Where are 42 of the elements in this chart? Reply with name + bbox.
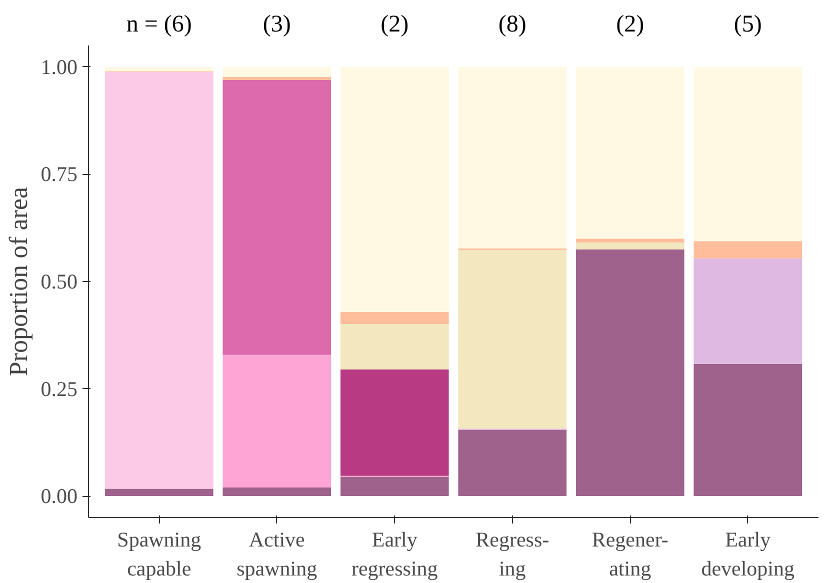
bar (340, 324, 449, 370)
bar (222, 80, 332, 355)
bar (694, 66, 802, 242)
y-tick-label: 1.00 (40, 54, 78, 79)
bar (458, 66, 567, 248)
x-tick-label: Regener- ating (592, 528, 668, 580)
bar (694, 241, 802, 258)
bar (222, 66, 332, 77)
bar (104, 66, 214, 72)
bar (576, 242, 684, 250)
bar (340, 476, 449, 496)
bar (222, 76, 332, 80)
x-tick-label: Spawning capable (117, 528, 202, 580)
bar (458, 430, 567, 496)
bar (576, 249, 684, 496)
x-tick-label: Regress- ing (476, 528, 550, 580)
y-tick-label: 0.00 (40, 484, 78, 508)
text: (8) (498, 12, 526, 38)
bar (104, 72, 214, 489)
text: n = (6) (126, 12, 192, 38)
bar (340, 312, 449, 324)
y-tick-label: 0.75 (40, 162, 78, 186)
bar (458, 250, 567, 429)
bar (576, 66, 684, 239)
bar (694, 258, 802, 364)
bar (576, 238, 684, 242)
text: (2) (380, 12, 409, 38)
bar (340, 369, 449, 476)
y-tick-label: 0.25 (40, 376, 78, 401)
bar (340, 66, 449, 312)
x-tick-label: Early developing (701, 528, 796, 580)
text: (5) (734, 12, 762, 38)
text: (2) (616, 12, 644, 38)
y-tick-label: 0.50 (40, 270, 78, 294)
x-tick-label: Early regressing (351, 528, 438, 580)
text: (3) (262, 12, 291, 38)
y-axis-title: Proportion of area (4, 186, 33, 376)
bar (222, 354, 332, 488)
bar (222, 487, 332, 496)
bar (694, 364, 802, 496)
bar (104, 488, 214, 496)
x-tick-label: Active spawning (236, 528, 318, 580)
